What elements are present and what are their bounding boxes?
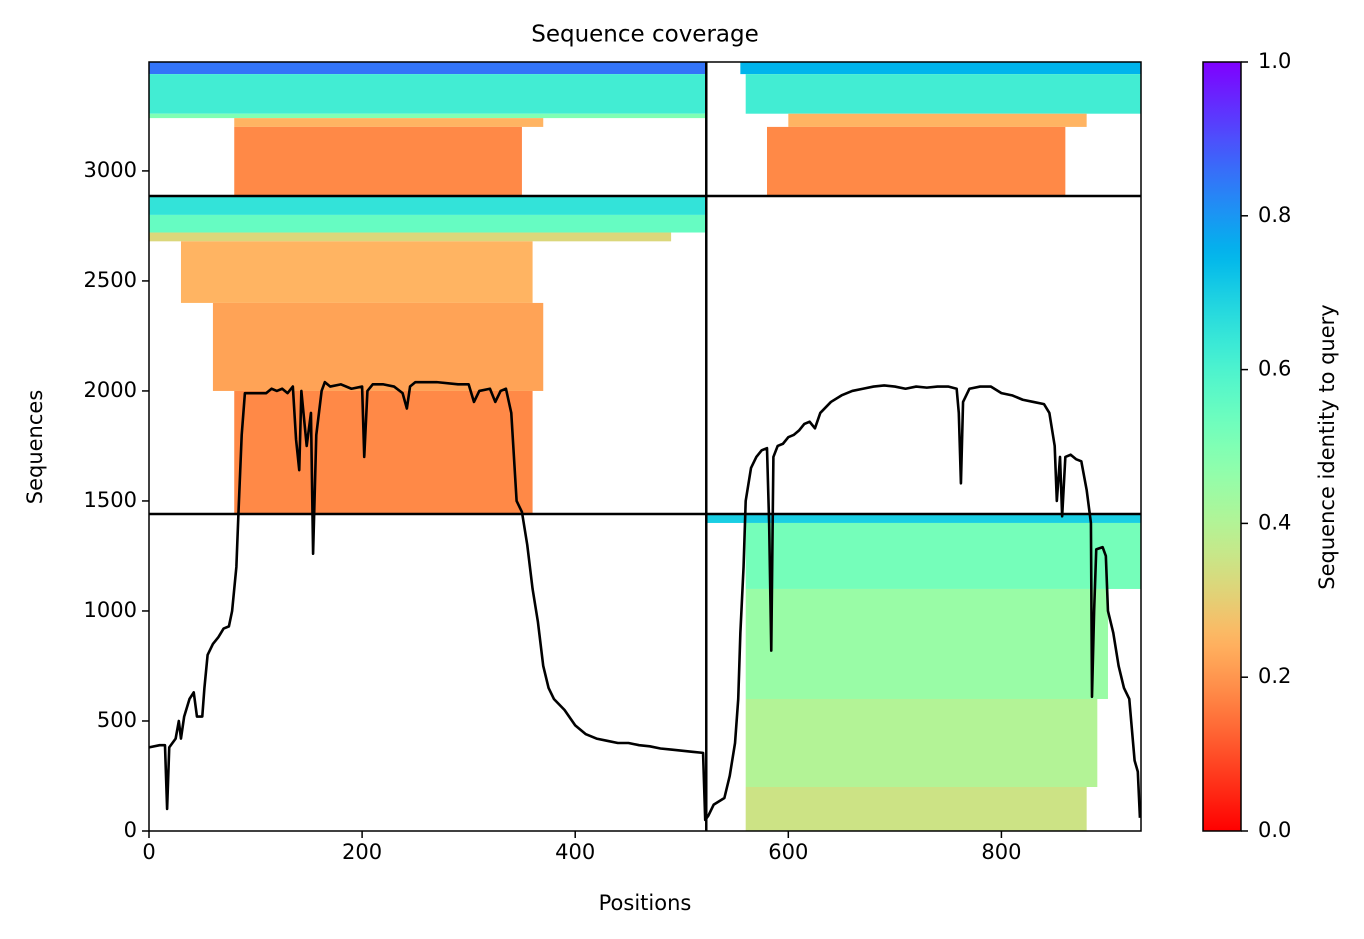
- y-axis-label: Sequences: [23, 390, 47, 505]
- coverage-block: [788, 113, 1087, 127]
- colorbar-tick-label: 0.4: [1258, 510, 1291, 534]
- colorbar-tick-label: 0.2: [1258, 664, 1291, 688]
- coverage-block: [180, 241, 533, 303]
- x-axis-label: Positions: [599, 891, 692, 915]
- coverage-block: [767, 126, 1066, 196]
- y-tick-label: 2500: [84, 268, 137, 292]
- x-tick-label: 400: [555, 840, 595, 864]
- x-tick-label: 800: [981, 840, 1021, 864]
- chart-title: Sequence coverage: [531, 22, 759, 48]
- y-tick-label: 500: [97, 708, 137, 732]
- y-tick-label: 2000: [84, 378, 137, 402]
- colorbar-tick-label: 0.0: [1258, 818, 1291, 842]
- coverage-block: [212, 302, 544, 391]
- coverage-block: [740, 62, 1141, 75]
- colorbar-tick-label: 1.0: [1258, 49, 1291, 73]
- colorbar: [1202, 61, 1242, 832]
- colorbar-tick-label: 0.8: [1258, 203, 1291, 227]
- coverage-block: [745, 698, 1098, 787]
- colorbar-tick-label: 0.6: [1258, 357, 1291, 381]
- coverage-block: [149, 62, 707, 75]
- coverage-block: [745, 588, 1108, 699]
- coverage-block: [149, 113, 707, 119]
- plot-area: [148, 62, 1142, 831]
- coverage-block: [234, 118, 544, 127]
- coverage-block: [234, 126, 522, 196]
- x-tick-label: 200: [342, 840, 382, 864]
- coverage-block: [745, 786, 1087, 831]
- coverage-block: [745, 74, 1141, 114]
- colorbar-label: Sequence identity to query: [1315, 304, 1339, 589]
- coverage-block: [149, 74, 707, 114]
- plot-frame: [148, 61, 1142, 832]
- y-tick-label: 0: [124, 818, 137, 842]
- y-tick-label: 1000: [84, 598, 137, 622]
- coverage-block: [706, 513, 1141, 523]
- y-tick-label: 3000: [84, 158, 137, 182]
- x-tick-label: 600: [768, 840, 808, 864]
- x-tick-label: 0: [142, 840, 155, 864]
- coverage-block: [149, 195, 707, 215]
- coverage-block: [149, 214, 707, 233]
- y-tick-label: 1500: [84, 488, 137, 512]
- coverage-block: [149, 232, 672, 242]
- coverage-block: [234, 390, 533, 514]
- coverage-line: [148, 380, 1142, 822]
- coverage-block: [745, 522, 1141, 589]
